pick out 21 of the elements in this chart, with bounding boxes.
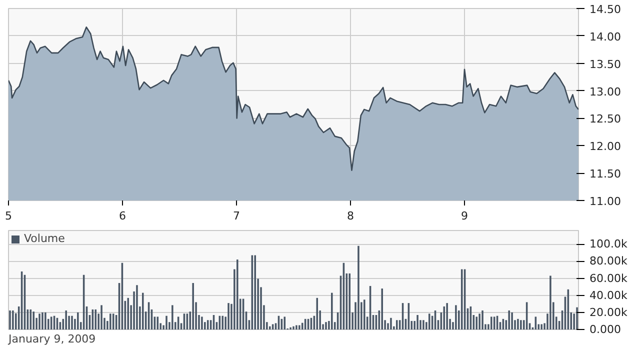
- y-tick-label: 14.00: [590, 30, 621, 44]
- y-tick-label: 20.00k: [590, 306, 628, 319]
- y-tick-label: 60.00k: [590, 272, 628, 285]
- x-tick-label: 5: [5, 210, 12, 222]
- y-tick-label: 13.00: [590, 85, 621, 98]
- legend-label: Volume: [24, 232, 65, 245]
- y-tick-label: 11.50: [590, 168, 621, 181]
- y-tick-label: 12.50: [590, 112, 621, 126]
- x-tick-label: 6: [119, 210, 126, 222]
- y-tick-label: 40.00k: [590, 288, 628, 302]
- x-tick-label: 9: [461, 210, 468, 222]
- x-tick-label: 7: [233, 210, 240, 222]
- text: January 9, 2009: [8, 332, 96, 346]
- y-tick-label: 0.000: [590, 323, 621, 336]
- y-tick-label: 11.00: [590, 195, 621, 208]
- x-tick-label: 8: [347, 210, 354, 222]
- y-tick-label: 13.50: [590, 58, 621, 71]
- y-tick-label: 80.00k: [590, 254, 628, 268]
- y-tick-label: 12.00: [590, 140, 621, 154]
- y-tick-label: 14.50: [590, 3, 621, 16]
- y-tick-label: 100.0k: [590, 238, 628, 251]
